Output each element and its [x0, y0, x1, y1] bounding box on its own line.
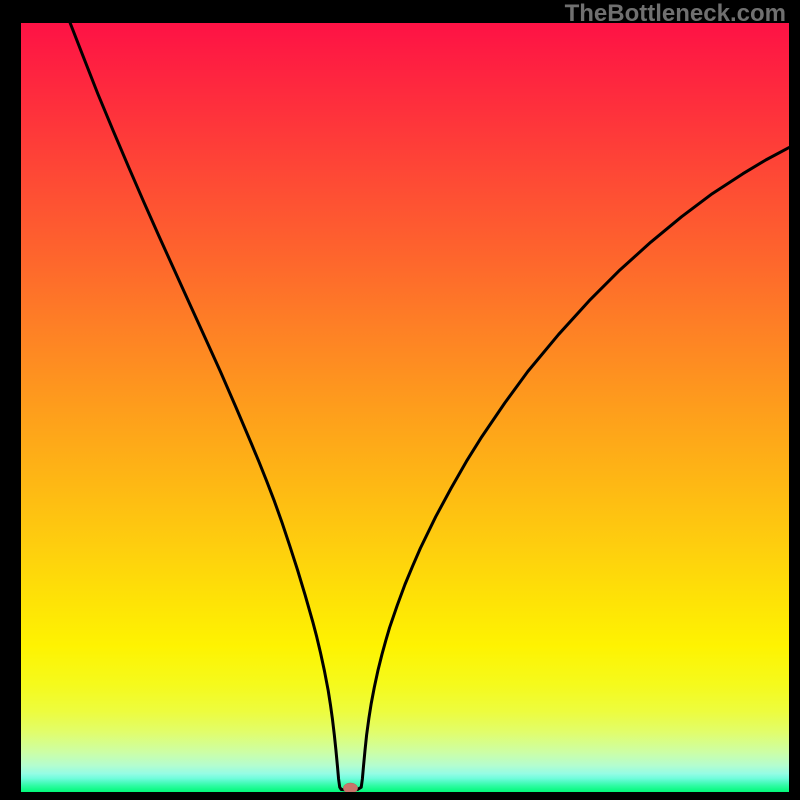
bottleneck-chart: TheBottleneck.com: [0, 0, 800, 800]
plot-area: [21, 23, 789, 792]
gradient-background: [21, 23, 789, 792]
vertex-marker: [343, 783, 358, 792]
plot-svg: [21, 23, 789, 792]
